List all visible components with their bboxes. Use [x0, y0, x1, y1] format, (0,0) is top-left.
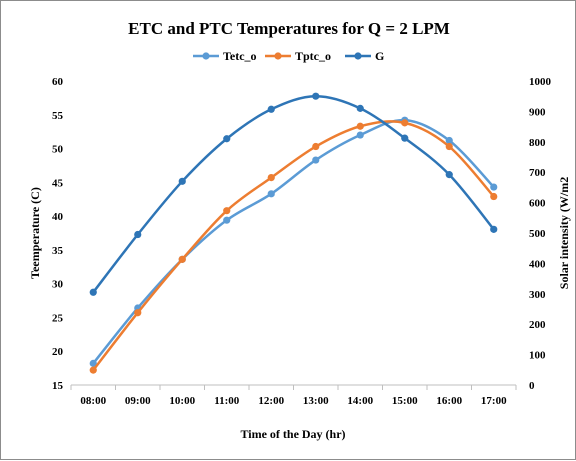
y-tick-label: 60 — [52, 76, 64, 88]
y2-tick-label: 400 — [529, 258, 546, 270]
chart-title: ETC and PTC Temperatures for Q = 2 LPM — [128, 19, 450, 38]
data-point — [356, 122, 364, 130]
legend: Tetc_o Tptc_o G — [193, 49, 384, 63]
data-point — [223, 207, 231, 215]
series-tptc-o — [89, 119, 498, 374]
y-tick-label: 55 — [52, 110, 64, 122]
right-axis-ticks: 0 100 200 300 400 500 600 700 800 900 1000 — [529, 76, 552, 392]
data-point — [445, 171, 453, 179]
data-point — [490, 183, 498, 191]
y2-tick-label: 200 — [529, 319, 546, 331]
x-tick-label: 13:00 — [303, 395, 329, 407]
x-axis-label: Time of the Day (hr) — [240, 427, 345, 441]
data-point — [490, 192, 498, 201]
data-point — [89, 288, 97, 296]
data-point — [267, 190, 275, 198]
plot-area — [71, 81, 516, 385]
x-tick-label: 15:00 — [392, 395, 418, 407]
y2-tick-label: 600 — [529, 198, 546, 210]
series-line — [92, 118, 495, 365]
series-g — [89, 92, 498, 296]
x-tick-label: 11:00 — [214, 395, 240, 407]
data-point — [267, 105, 275, 113]
y-tick-label: 25 — [52, 312, 64, 324]
data-point — [445, 136, 453, 145]
y-tick-label: 45 — [52, 177, 64, 189]
y-tick-label: 40 — [52, 211, 64, 223]
y2-axis-label: Solar intensity (W/m2 — [557, 177, 571, 289]
data-point — [178, 177, 186, 185]
y2-tick-label: 100 — [529, 350, 546, 362]
x-tick-label: 17:00 — [481, 395, 507, 407]
data-point — [134, 309, 142, 317]
x-tick-label: 14:00 — [347, 395, 373, 407]
y-tick-label: 35 — [52, 245, 64, 257]
y-tick-label: 15 — [52, 380, 64, 392]
x-tick-label: 08:00 — [80, 395, 106, 407]
x-axis-ticks: 08:00 09:00 10:00 11:00 12:00 13:00 14:00 15:00… — [70, 385, 517, 407]
y2-tick-label: 500 — [529, 228, 546, 240]
data-point — [178, 255, 186, 263]
data-point — [267, 174, 275, 182]
data-point — [312, 142, 320, 151]
y-tick-label: 20 — [52, 346, 64, 358]
series-layer — [89, 92, 498, 374]
y-tick-label: 50 — [52, 144, 64, 156]
data-point — [223, 135, 231, 143]
y-tick-label: 30 — [52, 279, 64, 291]
x-tick-label: 12:00 — [258, 395, 284, 407]
y2-tick-label: 1000 — [529, 76, 552, 88]
data-point — [356, 104, 364, 112]
y2-tick-label: 0 — [529, 380, 535, 392]
legend-label: Tetc_o — [223, 49, 257, 63]
y2-tick-label: 300 — [529, 289, 546, 301]
data-point — [134, 230, 142, 239]
y2-tick-label: 900 — [529, 106, 546, 118]
data-point — [89, 366, 97, 374]
legend-swatch-marker — [202, 52, 210, 60]
data-point — [401, 119, 409, 127]
legend-label: G — [375, 49, 384, 63]
left-axis-ticks: 15 20 25 30 35 40 45 50 55 60 — [52, 76, 64, 392]
series-line — [92, 120, 495, 371]
legend-swatch-marker — [354, 52, 362, 60]
legend-swatch-marker — [274, 52, 282, 60]
legend-label: Tptc_o — [295, 49, 331, 63]
data-point — [401, 134, 409, 142]
y2-tick-label: 800 — [529, 137, 546, 149]
x-tick-label: 09:00 — [125, 395, 151, 407]
x-tick-label: 16:00 — [436, 395, 462, 407]
y-axis-label: Teemperature (C) — [28, 187, 42, 279]
data-point — [223, 216, 231, 224]
x-tick-label: 10:00 — [169, 395, 195, 407]
series-line — [92, 94, 495, 294]
data-point — [356, 131, 364, 139]
data-point — [312, 156, 320, 164]
data-point — [490, 225, 498, 233]
data-point — [89, 359, 97, 367]
data-point — [445, 142, 453, 151]
y2-tick-label: 700 — [529, 167, 546, 179]
data-point — [312, 92, 320, 100]
